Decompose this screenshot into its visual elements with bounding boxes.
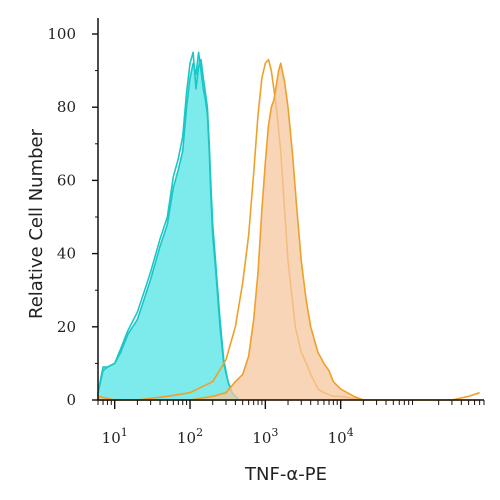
y-tick-label: 0 — [66, 391, 76, 409]
series-layer — [97, 51, 481, 401]
axes-layer — [97, 18, 484, 401]
y-tick-label: 20 — [57, 318, 76, 336]
y-tick-label: 60 — [57, 171, 76, 189]
y-tick-label: 80 — [57, 98, 76, 116]
y-axis-title: Relative Cell Number — [26, 128, 47, 319]
y-ticks: 0 20 40 60 80 100 — [47, 25, 98, 409]
y-tick-label: 40 — [57, 245, 76, 263]
x-tick-label: 102 — [177, 426, 203, 447]
x-tick-label: 103 — [252, 426, 278, 447]
x-tick-label: 101 — [102, 426, 128, 447]
x-axis-title: TNF-α-PE — [244, 464, 327, 485]
y-tick-label: 100 — [47, 25, 76, 43]
x-ticks: 101 102 103 104 — [97, 400, 485, 447]
control-overlay-line — [97, 51, 240, 401]
x-tick-label: 104 — [328, 426, 354, 447]
control-histogram — [97, 51, 241, 401]
